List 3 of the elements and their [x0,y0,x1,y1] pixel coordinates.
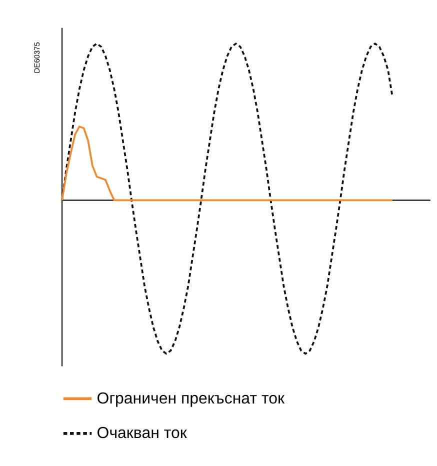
legend-label: Ограничен прекъснат ток [96,390,286,408]
legend-label: Очакван ток [96,425,188,442]
text: DE60375 [32,42,42,74]
